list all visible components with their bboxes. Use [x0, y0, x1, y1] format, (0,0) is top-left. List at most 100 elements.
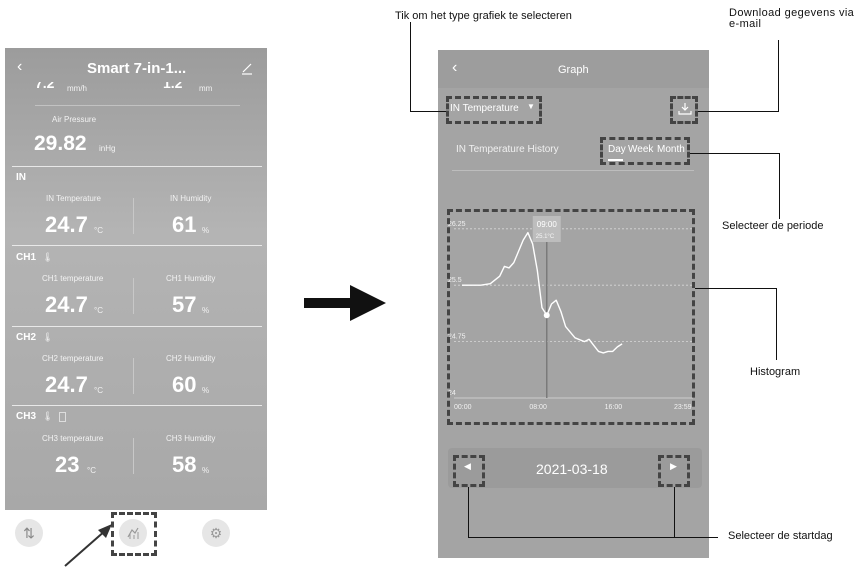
callout-line	[779, 153, 780, 219]
selected-point	[543, 312, 550, 319]
period-week-tab[interactable]: Week	[628, 144, 654, 155]
in-humidity-label: IN Humidity	[170, 194, 212, 203]
battery-icon	[59, 412, 66, 422]
column-divider	[133, 198, 134, 234]
callout-line	[410, 22, 411, 112]
ch1-humidity-value: 57	[172, 292, 197, 317]
ch1-temperature-value: 24.7	[45, 292, 88, 317]
rain-total-unit: mm	[199, 84, 213, 93]
air-pressure-unit: inHg	[99, 144, 116, 153]
download-highlight	[670, 96, 698, 124]
chart-type-dropdown[interactable]: IN Temperature	[450, 103, 519, 114]
ch1-humidity-unit: %	[202, 306, 210, 315]
ch1-humidity-label: CH1 Humidity	[166, 274, 216, 283]
callout-line	[776, 288, 777, 360]
divider	[12, 245, 262, 246]
sort-icon[interactable]: ⇅	[15, 519, 43, 547]
ch3-humidity-value: 58	[172, 452, 197, 477]
period-highlight	[600, 137, 690, 165]
divider	[35, 105, 240, 106]
chevron-down-icon[interactable]: ▼	[527, 102, 535, 111]
history-label: IN Temperature History	[456, 144, 559, 155]
ch3-humidity-unit: %	[202, 466, 210, 475]
ch2-humidity-unit: %	[202, 386, 210, 395]
tooltip-time: 09:00	[537, 220, 558, 229]
histogram-callout: Histogram	[750, 366, 801, 378]
x-tick-label: 08:00	[529, 404, 547, 411]
callout-line	[698, 111, 778, 112]
chart-type-highlight	[446, 96, 542, 124]
section-label-ch2: CH2	[16, 332, 37, 343]
ch3-temperature-value: 23	[55, 452, 80, 477]
air-pressure-label: Air Pressure	[52, 115, 97, 124]
pointer-arrow	[64, 524, 112, 567]
device-title: Smart 7-in-1...	[87, 60, 187, 77]
tooltip-value: 25.1°C	[536, 234, 555, 240]
ch2-temperature-unit: °C	[94, 386, 103, 395]
selected-date: 2021-03-18	[536, 461, 608, 477]
callout-line	[690, 153, 780, 154]
back-icon[interactable]: ‹	[452, 59, 458, 76]
transition-arrow	[304, 285, 386, 321]
download-callout: Download gegevens via e-mail	[729, 7, 855, 30]
y-tick-label: 24.75	[448, 334, 466, 341]
dashboard-area	[5, 48, 267, 510]
edit-icon[interactable]	[241, 62, 253, 75]
divider	[12, 326, 262, 327]
graph-header	[438, 50, 709, 88]
in-humidity-value: 61	[172, 212, 197, 237]
divider	[12, 166, 262, 167]
rain-total-value: 1.2	[163, 82, 183, 90]
settings-icon[interactable]: ⚙	[202, 519, 230, 547]
period-day-tab[interactable]: Day	[608, 144, 626, 155]
period-tab-underline	[608, 159, 623, 161]
prev-day-icon[interactable]: ◀	[464, 461, 471, 471]
divider	[452, 170, 694, 171]
thermometer-icon: 🌡	[42, 332, 54, 342]
ch2-humidity-label: CH2 Humidity	[166, 354, 216, 363]
column-divider	[133, 278, 134, 314]
x-tick-label: 16:00	[605, 404, 623, 411]
start-day-callout: Selecteer de startdag	[728, 530, 833, 542]
next-day-icon[interactable]: ▶	[670, 461, 677, 471]
ch3-humidity-label: CH3 Humidity	[166, 434, 216, 443]
back-icon[interactable]: ‹	[17, 58, 23, 75]
period-callout: Selecteer de periode	[722, 220, 824, 232]
air-pressure-value: 29.82	[34, 132, 87, 155]
column-divider	[133, 438, 134, 474]
temperature-chart[interactable]: 24 24.75 25.5 26.25 00:00 08:00 16:00 23:59 09:0…	[438, 210, 709, 425]
rain-rate-value: 7.2	[35, 82, 55, 90]
ch3-temperature-label: CH3 temperature	[42, 434, 104, 443]
period-month-tab[interactable]: Month	[657, 144, 685, 155]
in-temperature-value: 24.7	[45, 212, 88, 237]
x-tick-label: 23:59	[674, 404, 692, 411]
section-label-ch1: CH1	[16, 252, 37, 263]
graph-icon-highlight	[111, 512, 157, 556]
thermometer-icon: 🌡	[42, 411, 54, 421]
callout-line	[778, 40, 779, 112]
tooltip-box	[532, 216, 561, 242]
section-label-ch3: CH3	[16, 411, 37, 422]
ch2-temperature-label: CH2 temperature	[42, 354, 104, 363]
column-divider	[133, 358, 134, 394]
y-tick-label: 25.5	[448, 277, 462, 284]
callout-line	[674, 487, 675, 537]
callout-line	[695, 288, 777, 289]
y-tick-label: 26.25	[448, 221, 466, 228]
chart-type-callout: Tik om het type grafiek te selecteren	[395, 10, 572, 22]
in-humidity-unit: %	[202, 226, 210, 235]
divider	[12, 405, 262, 406]
in-temperature-unit: °C	[94, 226, 103, 235]
download-icon[interactable]	[678, 102, 692, 116]
callout-line	[468, 537, 718, 538]
ch1-temperature-label: CH1 temperature	[42, 274, 104, 283]
callout-line	[410, 111, 446, 112]
in-temperature-label: IN Temperature	[46, 194, 101, 203]
graph-title: Graph	[558, 64, 589, 76]
thermometer-icon: 🌡	[42, 252, 54, 262]
x-tick-label: 00:00	[454, 404, 472, 411]
next-day-highlight	[658, 455, 690, 487]
callout-line	[468, 487, 469, 537]
ch3-temperature-unit: °C	[87, 466, 96, 475]
graph-icon[interactable]	[119, 519, 147, 547]
